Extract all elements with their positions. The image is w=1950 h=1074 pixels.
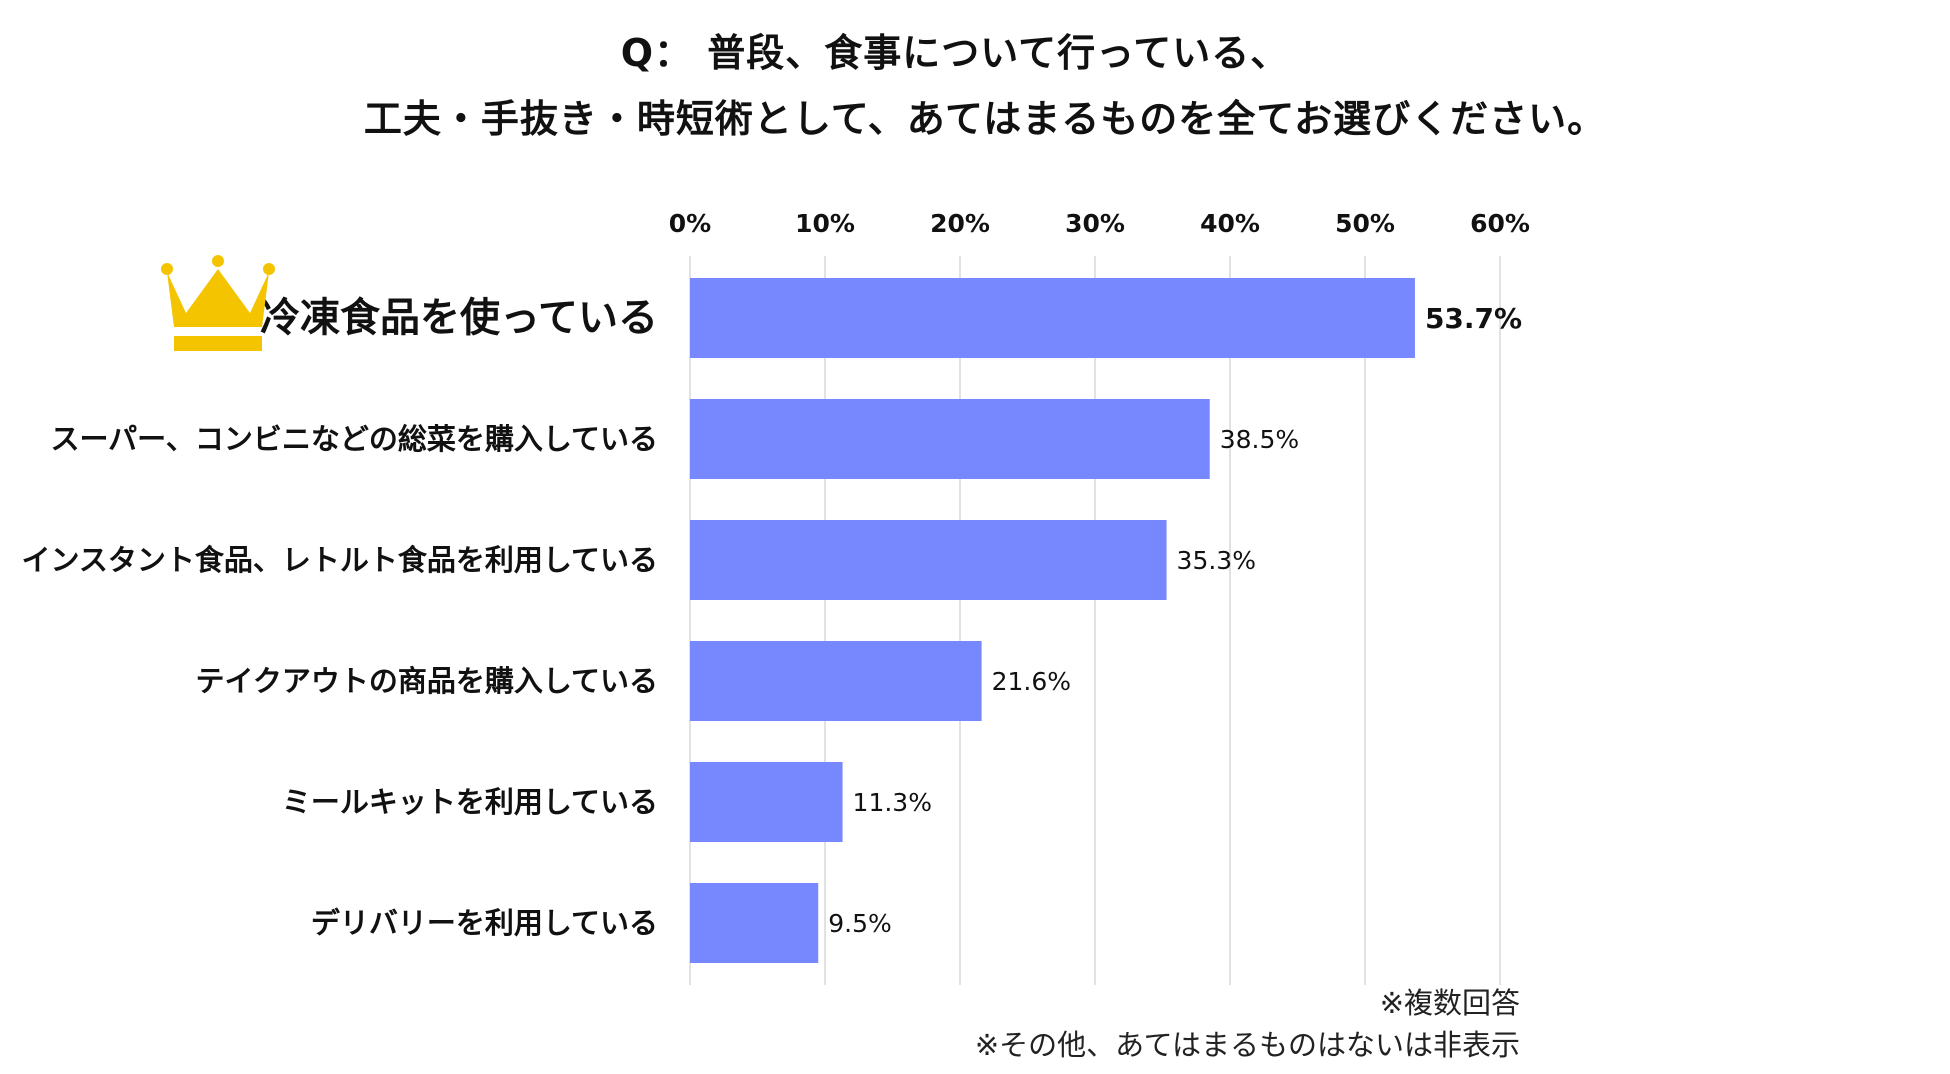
data-label: 38.5%	[1220, 425, 1299, 454]
bar	[690, 883, 819, 963]
category-labels: 冷凍食品を使っているスーパー、コンビニなどの総菜を購入しているインスタント食品、…	[21, 295, 658, 940]
bars	[690, 278, 1415, 963]
x-tick-label: 0%	[669, 209, 711, 238]
bar	[690, 399, 1210, 479]
x-tick-label: 60%	[1470, 209, 1530, 238]
category-label: デリバリーを利用している	[311, 906, 658, 940]
chart-title-line-2: 工夫・手抜き・時短術として、あてはまるものを全てお選びください。	[363, 97, 1607, 141]
category-label: インスタント食品、レトルト食品を利用している	[21, 543, 658, 577]
x-tick-label: 50%	[1335, 209, 1395, 238]
crown-icon	[161, 255, 275, 351]
category-label: ミールキットを利用している	[282, 785, 658, 819]
x-tick-label: 30%	[1065, 209, 1125, 238]
gridlines	[689, 256, 1501, 985]
value-labels: 53.7% 38.5% 35.3% 21.6% 11.3% 9.5%	[828, 302, 1522, 938]
chart-title-line-1: Q： 普段、食事について行っている、	[620, 31, 1290, 75]
data-label: 11.3%	[853, 788, 932, 817]
bar	[690, 278, 1415, 358]
data-label: 9.5%	[828, 909, 892, 938]
x-tick-label: 40%	[1200, 209, 1260, 238]
category-label: スーパー、コンビニなどの総菜を購入している	[50, 422, 658, 456]
data-label: 21.6%	[992, 667, 1071, 696]
note-hidden-options: ※その他、あてはまるものはないは非表示	[974, 1028, 1520, 1062]
category-label: テイクアウトの商品を購入している	[195, 664, 658, 698]
data-label: 35.3%	[1177, 546, 1256, 575]
bar	[690, 520, 1167, 600]
x-tick-label: 20%	[930, 209, 990, 238]
category-label: 冷凍食品を使っている	[260, 295, 658, 341]
bar	[690, 762, 843, 842]
bar	[690, 641, 982, 721]
x-axis-ticks: 0% 10% 20% 30% 40% 50% 60%	[669, 209, 1530, 238]
data-label: 53.7%	[1425, 302, 1522, 335]
note-multiple-answer: ※複数回答	[1379, 986, 1520, 1020]
x-tick-label: 10%	[795, 209, 855, 238]
